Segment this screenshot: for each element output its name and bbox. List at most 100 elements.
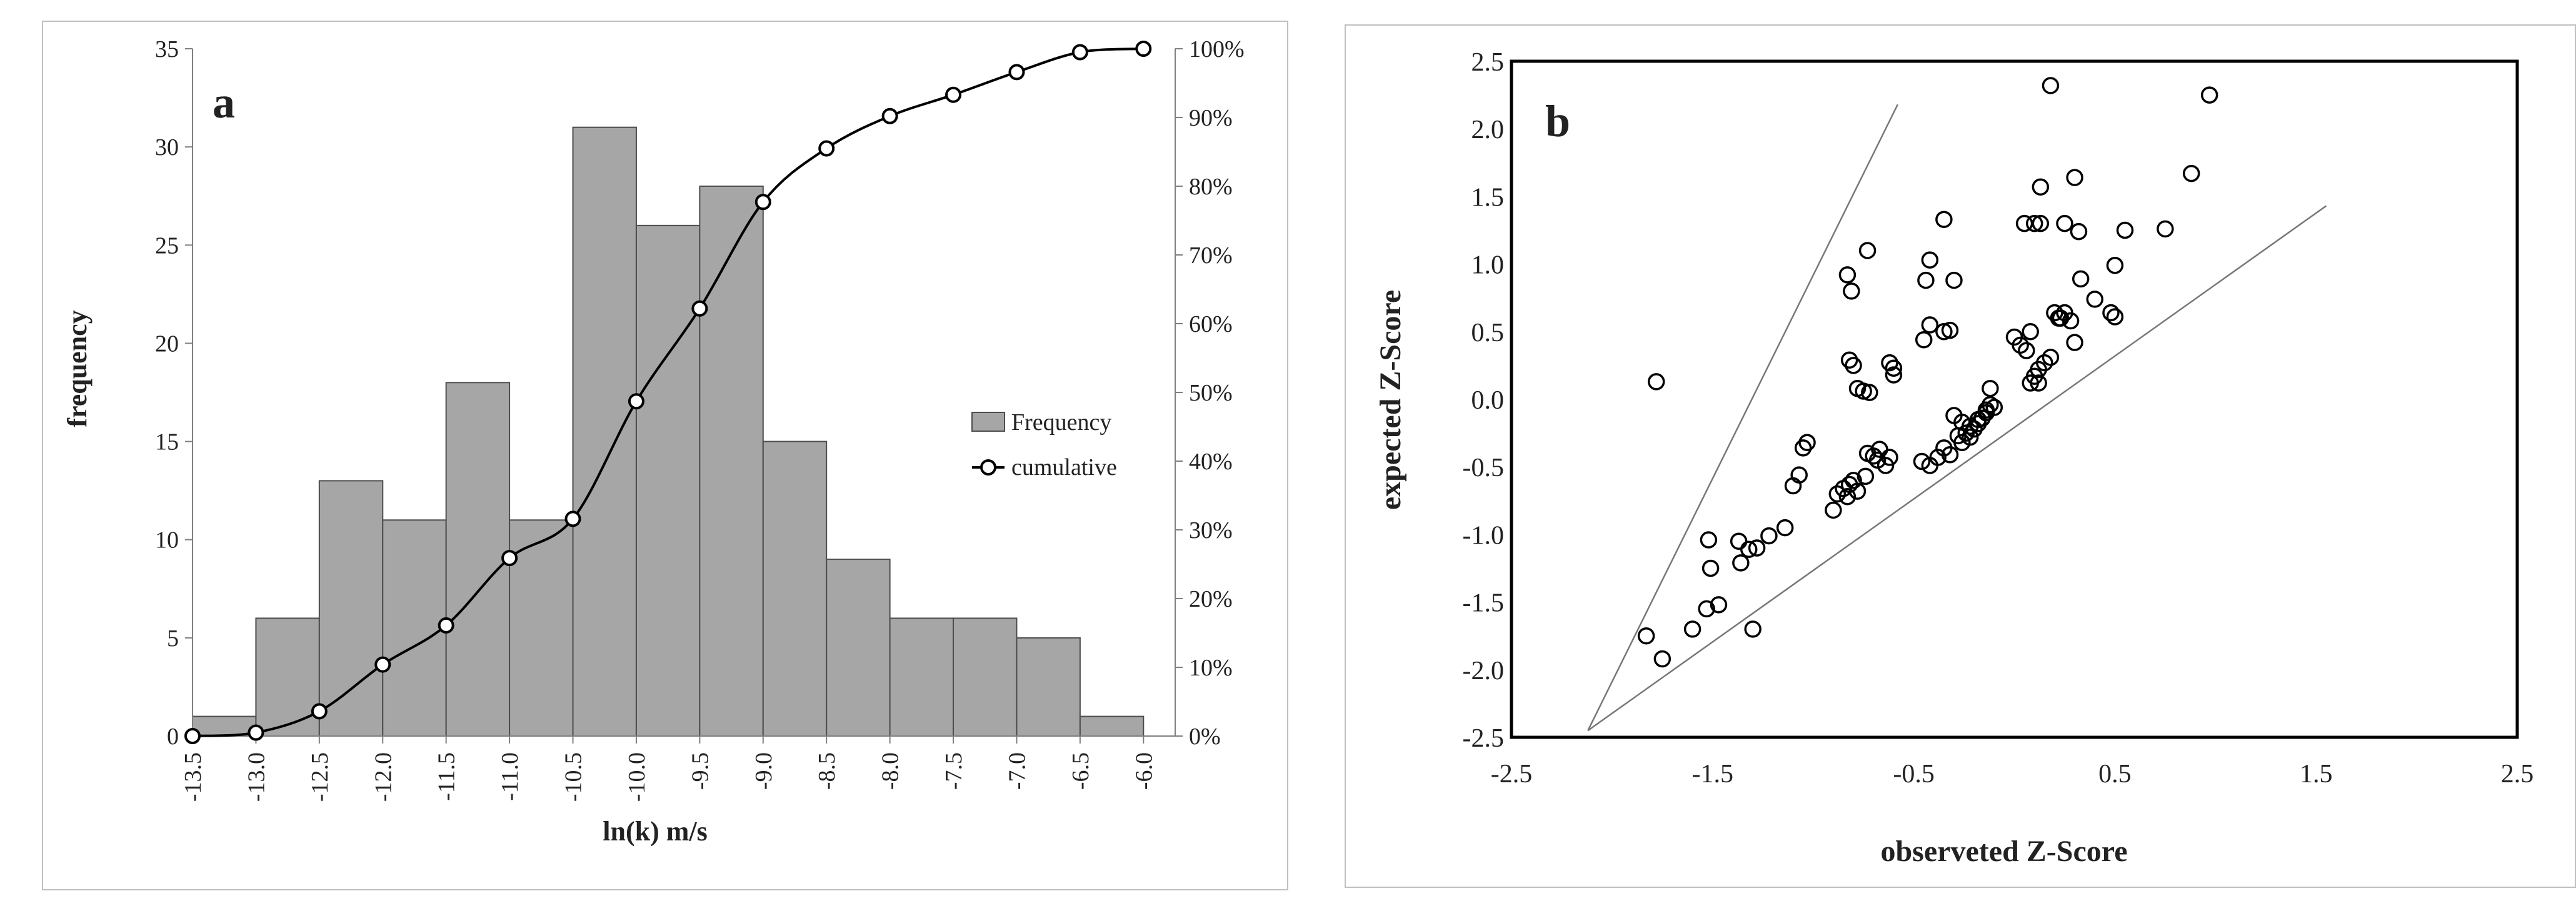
x-tick-label: -12.5 xyxy=(307,752,333,802)
scatter-y-axis-title: expected Z-Score xyxy=(1374,290,1407,510)
cumulative-series xyxy=(184,41,1152,744)
y-tick-label: 5 xyxy=(167,625,179,652)
scatter-point-26 xyxy=(1857,467,1875,485)
scatter-y-tick-label: -2.0 xyxy=(1463,657,1505,685)
scatter-y-tick-label: -1.0 xyxy=(1463,521,1505,550)
scatter-point-48 xyxy=(1941,446,1959,464)
cumulative-point-8 xyxy=(691,300,708,317)
panel-label-b: b xyxy=(1545,96,1570,146)
scatter-point-42 xyxy=(1843,282,1860,300)
y2-tick-label: 10% xyxy=(1189,655,1233,681)
scatter-point-96 xyxy=(2106,308,2124,326)
x-tick-label: -6.5 xyxy=(1068,752,1094,790)
histogram-axes: 0 5 10 15 20 25 30 35 0% 10% 20% 30% 40% 50% 60% 70% 80%… xyxy=(155,36,1245,802)
scatter-y-tick-label: 0.5 xyxy=(1471,319,1505,347)
cumulative-point-0 xyxy=(184,728,201,744)
scatter-x-axis-title: observeted Z-Score xyxy=(1880,835,2127,868)
scatter-point-93 xyxy=(2070,222,2088,241)
histogram-panel: 0 5 10 15 20 25 30 35 0% 10% 20% 30% 40% 50% 60% 70% 80%… xyxy=(62,36,1245,847)
x-tick-label: -8.5 xyxy=(814,752,840,790)
scatter-point-2 xyxy=(1653,650,1671,668)
scatter-point-78 xyxy=(2036,354,2053,372)
histogram-bar-8 xyxy=(699,186,764,737)
y2-tick-label: 40% xyxy=(1189,449,1233,475)
scatter-points xyxy=(1637,77,2218,668)
histogram-bar-2 xyxy=(318,480,384,737)
scatter-point-43 xyxy=(1858,242,1877,259)
scatter-point-0 xyxy=(1647,373,1665,391)
scatter-point-99 xyxy=(2157,220,2174,238)
histogram-y-axis-title: frequency xyxy=(62,310,93,427)
x-tick-label: -9.0 xyxy=(751,752,777,790)
cumulative-point-5 xyxy=(501,550,518,567)
scatter-point-40 xyxy=(1885,359,1903,377)
scatter-x-tick-label: 0.5 xyxy=(2098,760,2132,789)
scatter-point-87 xyxy=(2032,178,2050,196)
histogram-bar-6 xyxy=(572,126,637,737)
x-tick-label: -8.0 xyxy=(878,752,904,790)
histogram-legend: Frequency cumulative xyxy=(971,409,1117,480)
histogram-bar-12 xyxy=(953,617,1018,737)
legend-cumulative-label: cumulative xyxy=(1011,454,1117,480)
scatter-point-4 xyxy=(1698,600,1715,618)
scatter-point-3 xyxy=(1683,620,1701,638)
scatter-point-73 xyxy=(2012,336,2029,354)
cumulative-point-2 xyxy=(311,703,328,720)
scatter-point-70 xyxy=(1935,323,1953,341)
scatter-point-13 xyxy=(1760,527,1778,545)
scatter-point-63 xyxy=(1985,399,2003,416)
scatter-point-19 xyxy=(1825,501,1842,519)
panel-b-frame xyxy=(1345,24,2576,888)
scatter-plot-frame xyxy=(1510,59,2519,739)
scatter-point-74 xyxy=(2018,342,2035,359)
cumulative-point-9 xyxy=(754,194,771,211)
cumulative-point-14 xyxy=(1071,44,1088,61)
scatter-point-21 xyxy=(1838,488,1857,505)
scatter-point-37 xyxy=(1855,382,1872,400)
panel-label-a: a xyxy=(213,77,235,127)
scatter-point-1 xyxy=(1637,627,1655,645)
y2-tick-label: 100% xyxy=(1189,36,1245,62)
y-tick-label: 20 xyxy=(155,331,179,357)
cumulative-point-6 xyxy=(564,510,581,527)
y2-tick-label: 60% xyxy=(1189,311,1233,337)
scatter-point-103 xyxy=(1982,379,1999,397)
cumulative-point-1 xyxy=(248,724,264,741)
scatter-point-62 xyxy=(1977,401,1995,419)
scatter-point-64 xyxy=(1917,271,1935,289)
scatter-y-tick-label: 2.5 xyxy=(1471,48,1505,77)
scatter-point-65 xyxy=(1921,251,1939,269)
scatter-y-tick-label: 2.0 xyxy=(1471,116,1505,144)
scatter-point-102 xyxy=(2042,77,2060,94)
x-tick-label: -7.0 xyxy=(1004,752,1030,790)
scatter-axes: 2.5 2.0 1.5 1.0 0.5 0.0 -0.5 -1.0 -1.5 -2.0 -2.5 -2… xyxy=(1463,48,2534,789)
histogram-bar-1 xyxy=(255,617,320,737)
histogram-bar-3 xyxy=(382,519,447,737)
scatter-point-33 xyxy=(1885,366,1903,384)
scatter-envelope-lines xyxy=(1587,104,2327,732)
histogram-bar-13 xyxy=(1016,637,1081,737)
scatter-point-84 xyxy=(2072,270,2090,288)
scatter-point-44 xyxy=(1913,452,1931,470)
y-tick-label: 30 xyxy=(155,134,179,161)
scatter-y-tick-label: -1.5 xyxy=(1463,589,1505,618)
scatter-point-82 xyxy=(2062,312,2080,330)
scatter-point-101 xyxy=(2200,86,2218,104)
cumulative-point-15 xyxy=(1135,41,1152,57)
scatter-point-25 xyxy=(1848,482,1867,500)
scatter-x-tick-label: 1.5 xyxy=(2300,760,2333,789)
scatter-point-11 xyxy=(1744,620,1762,638)
legend-frequency-swatch xyxy=(971,412,1005,432)
scatter-point-35 xyxy=(1845,357,1862,374)
histogram-bar-7 xyxy=(635,224,701,737)
scatter-point-89 xyxy=(2046,304,2063,322)
histogram-bar-11 xyxy=(889,617,955,737)
scatter-point-95 xyxy=(2102,304,2120,322)
y-tick-label: 0 xyxy=(167,724,179,750)
x-tick-label: -7.5 xyxy=(941,752,967,790)
scatter-point-97 xyxy=(2106,257,2124,274)
x-tick-label: -11.0 xyxy=(497,752,523,801)
scatter-x-tick-label: -0.5 xyxy=(1893,760,1935,789)
cumulative-point-12 xyxy=(945,86,962,103)
envelope-line-1 xyxy=(1587,205,2327,732)
